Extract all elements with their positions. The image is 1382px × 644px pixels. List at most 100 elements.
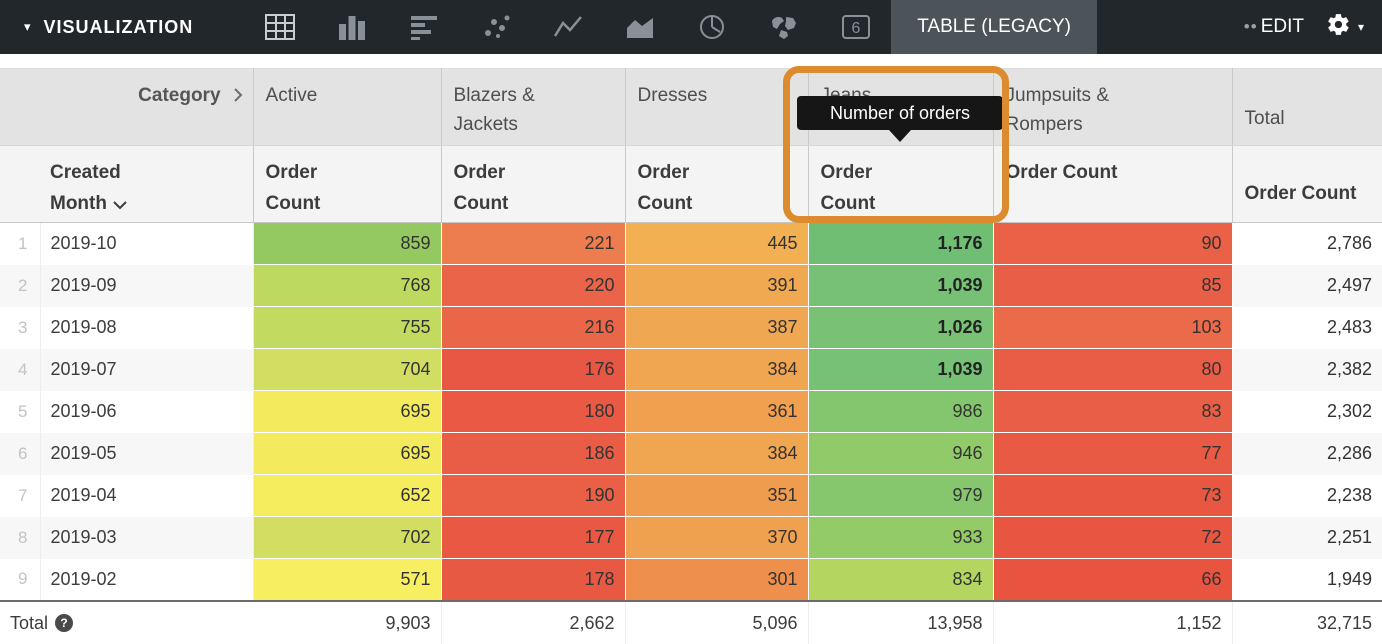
col-header-active[interactable]: Active xyxy=(253,68,442,146)
cell-value[interactable]: 1,176 xyxy=(808,222,994,265)
cell-value[interactable]: 1,026 xyxy=(808,306,994,349)
table-row: 3 2019-08 755 216 387 1,026 103 2,483 xyxy=(0,306,1382,349)
table-icon[interactable] xyxy=(265,12,296,42)
cell-value[interactable]: 80 xyxy=(993,348,1233,391)
cell-value[interactable]: 72 xyxy=(993,516,1233,559)
col-header-dresses[interactable]: Dresses xyxy=(625,68,809,146)
cell-value[interactable]: 1,039 xyxy=(808,348,994,391)
cell-value[interactable]: 180 xyxy=(441,390,626,433)
col-header-jumpsuits-rompers[interactable]: Jumpsuits & Rompers xyxy=(993,68,1233,146)
total-value[interactable]: 13,958 xyxy=(808,599,994,644)
single-value-icon[interactable]: 6 xyxy=(841,12,871,42)
cell-value[interactable]: 652 xyxy=(253,474,442,517)
cell-value[interactable]: 177 xyxy=(441,516,626,559)
measure-header-active[interactable]: Order Count xyxy=(253,145,442,223)
column-chart-icon[interactable] xyxy=(337,12,367,42)
cell-value[interactable]: 859 xyxy=(253,222,442,265)
cell-value[interactable]: 351 xyxy=(625,474,809,517)
cell-value[interactable]: 176 xyxy=(441,348,626,391)
row-dimension-value[interactable]: 2019-09 xyxy=(40,264,254,307)
cell-value[interactable]: 387 xyxy=(625,306,809,349)
measure-header-blazers[interactable]: Order Count xyxy=(441,145,626,223)
cell-value[interactable]: 361 xyxy=(625,390,809,433)
row-dimension-value[interactable]: 2019-10 xyxy=(40,222,254,265)
visualization-menu[interactable]: ▾ VISUALIZATION xyxy=(0,0,193,54)
row-dimension-value[interactable]: 2019-05 xyxy=(40,432,254,475)
area-chart-icon[interactable] xyxy=(625,12,655,42)
scatter-plot-icon[interactable] xyxy=(481,12,511,42)
cell-value[interactable]: 90 xyxy=(993,222,1233,265)
cell-value[interactable]: 695 xyxy=(253,390,442,433)
cell-value[interactable]: 66 xyxy=(993,558,1233,601)
cell-value[interactable]: 77 xyxy=(993,432,1233,475)
pie-chart-icon[interactable] xyxy=(697,12,727,42)
cell-value[interactable]: 571 xyxy=(253,558,442,601)
cell-value[interactable]: 216 xyxy=(441,306,626,349)
cell-value[interactable]: 2,238 xyxy=(1326,485,1373,505)
cell-value[interactable]: 73 xyxy=(993,474,1233,517)
cell-value[interactable]: 702 xyxy=(253,516,442,559)
row-dimension-value[interactable]: 2019-02 xyxy=(40,558,254,601)
total-value[interactable]: 1,152 xyxy=(993,599,1233,644)
cell-value[interactable]: 190 xyxy=(441,474,626,517)
created-month-header[interactable]: Created Month xyxy=(0,145,254,223)
cell-value[interactable]: 186 xyxy=(441,432,626,475)
cell-value[interactable]: 2,251 xyxy=(1232,516,1382,559)
cell-value[interactable]: 220 xyxy=(441,264,626,307)
cell-value[interactable]: 2,497 xyxy=(1232,264,1382,307)
measure-header-dresses[interactable]: Order Count xyxy=(625,145,809,223)
cell-value[interactable]: 384 xyxy=(625,432,809,475)
cell-value[interactable]: 986 xyxy=(808,390,994,433)
cell-value[interactable]: 768 xyxy=(253,264,442,307)
cell-value[interactable]: 2,302 xyxy=(1326,401,1373,421)
row-dimension-value[interactable]: 2019-08 xyxy=(40,306,254,349)
total-value[interactable]: 2,662 xyxy=(441,599,626,644)
edit-button[interactable]: •• EDIT xyxy=(1244,16,1304,38)
row-dimension-value[interactable]: 2019-04 xyxy=(40,474,254,517)
cell-value[interactable]: 2,382 xyxy=(1232,348,1382,391)
measure-header-jumpsuits[interactable]: Order Count xyxy=(993,145,1233,223)
line-chart-icon[interactable] xyxy=(553,12,583,42)
cell-value[interactable]: 755 xyxy=(253,306,442,349)
cell-value[interactable]: 834 xyxy=(808,558,994,601)
cell-value[interactable]: 1,039 xyxy=(808,264,994,307)
map-icon[interactable] xyxy=(769,12,799,42)
row-dimension-value[interactable]: 2019-06 xyxy=(40,390,254,433)
row-dimension-value[interactable]: 2019-07 xyxy=(40,348,254,391)
total-value[interactable]: 32,715 xyxy=(1232,599,1382,644)
cell-value[interactable]: 2,786 xyxy=(1326,233,1373,254)
col-header-total[interactable]: Total xyxy=(1232,68,1382,146)
row-dimension-value[interactable]: 2019-03 xyxy=(40,516,254,559)
total-value[interactable]: 5,096 xyxy=(625,599,809,644)
cell-value[interactable]: 2,286 xyxy=(1232,432,1382,475)
cell-value[interactable]: 391 xyxy=(625,264,809,307)
cell-value[interactable]: 370 xyxy=(625,516,809,559)
cell-value[interactable]: 221 xyxy=(441,222,626,265)
cell-value[interactable]: 933 xyxy=(808,516,994,559)
total-value[interactable]: 9,903 xyxy=(253,599,442,644)
measure-header-total[interactable]: Order Count xyxy=(1232,145,1382,223)
cell-value[interactable]: 445 xyxy=(625,222,809,265)
cell-value[interactable]: 1,949 xyxy=(1326,568,1373,589)
cell-value[interactable]: 103 xyxy=(993,306,1233,349)
col-header-blazers-jackets[interactable]: Blazers & Jackets xyxy=(441,68,626,146)
cell-value[interactable]: 384 xyxy=(625,348,809,391)
cell-value[interactable]: 704 xyxy=(253,348,442,391)
cell-value[interactable]: 85 xyxy=(993,264,1233,307)
viz-type-picker: 6 xyxy=(265,0,871,54)
cell-value[interactable]: 301 xyxy=(625,558,809,601)
cell-value[interactable]: 946 xyxy=(808,432,994,475)
help-icon[interactable]: ? xyxy=(55,614,74,632)
cell-value[interactable]: 83 xyxy=(993,390,1233,433)
cell-value[interactable]: 695 xyxy=(253,432,442,475)
category-header[interactable]: Category xyxy=(0,68,254,146)
col-header-jeans[interactable]: Jeans xyxy=(808,68,994,146)
table-row: 2 2019-09 768 220 391 1,039 85 2,497 xyxy=(0,264,1382,307)
cell-value[interactable]: 2,483 xyxy=(1326,317,1373,337)
table-legacy-button[interactable]: TABLE (LEGACY) xyxy=(891,0,1098,54)
cell-value[interactable]: 979 xyxy=(808,474,994,517)
settings-gear-button[interactable]: ▾ xyxy=(1326,12,1364,42)
bar-chart-icon[interactable] xyxy=(409,12,439,42)
cell-value[interactable]: 178 xyxy=(441,558,626,601)
measure-header-jeans[interactable]: Order Count xyxy=(808,145,994,223)
